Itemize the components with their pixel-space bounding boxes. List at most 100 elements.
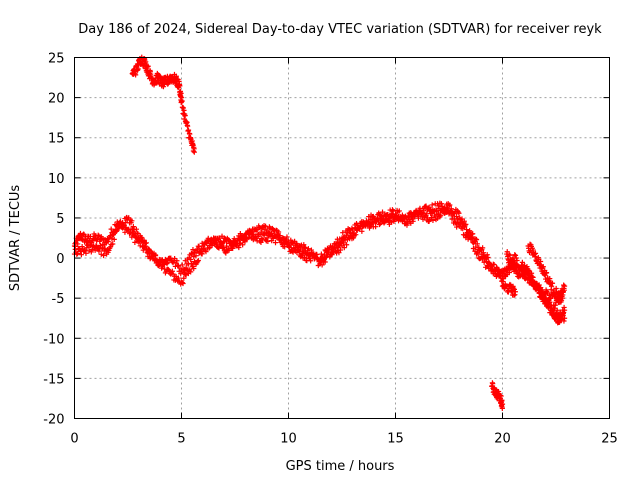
data-point	[247, 228, 253, 234]
data-point	[485, 254, 491, 261]
data-point	[409, 216, 415, 222]
data-point	[177, 83, 183, 89]
series-track-main-b	[71, 201, 568, 324]
data-point	[463, 221, 469, 227]
data-point	[561, 283, 568, 289]
data-point	[554, 307, 560, 313]
chart-title: Day 186 of 2024, Sidereal Day-to-day VTE…	[78, 22, 602, 37]
data-point	[188, 256, 194, 263]
data-point	[236, 244, 242, 251]
y-tick-label: -10	[43, 332, 64, 347]
data-point	[546, 300, 553, 306]
series-track-main-a	[71, 200, 566, 308]
data-point	[543, 296, 549, 302]
data-point	[514, 257, 520, 264]
x-tick-labels: 0 5 10 15 20 25	[70, 432, 617, 447]
y-tick-label: 20	[48, 92, 65, 107]
data-point	[505, 267, 511, 273]
data-point	[484, 252, 490, 258]
data-point	[284, 238, 290, 244]
data-point	[125, 227, 131, 233]
data-point	[223, 243, 230, 249]
plot-frame	[74, 57, 610, 419]
data-point	[299, 250, 305, 256]
data-point	[256, 231, 262, 238]
data-point	[396, 208, 402, 214]
y-tick-label: -15	[43, 372, 64, 387]
data-point	[474, 241, 480, 247]
data-point	[322, 259, 328, 265]
data-point	[198, 249, 204, 255]
data-point	[438, 201, 444, 207]
data-point	[242, 239, 248, 245]
data-point	[480, 245, 486, 251]
data-point	[286, 244, 292, 250]
data-point	[74, 250, 81, 257]
data-point	[504, 270, 510, 276]
y-tick-label: -20	[43, 413, 64, 428]
data-point	[545, 300, 552, 306]
data-point	[233, 241, 240, 247]
data-point	[159, 265, 165, 271]
data-point	[240, 242, 246, 248]
data-point	[237, 231, 243, 237]
y-tick-label: 0	[56, 252, 64, 267]
data-point	[220, 244, 227, 251]
data-point	[264, 227, 270, 233]
data-point	[272, 240, 279, 246]
x-tick-label: 20	[494, 432, 511, 447]
data-point	[428, 215, 435, 221]
data-point	[134, 230, 140, 236]
data-point	[376, 221, 383, 228]
data-point	[314, 255, 321, 261]
data-point	[185, 261, 191, 267]
y-axis-label: SDTVAR / TECUs	[8, 185, 23, 292]
data-point	[173, 73, 179, 79]
data-point	[188, 250, 195, 256]
data-point	[296, 249, 302, 255]
grid-lines	[74, 57, 610, 419]
data-point	[117, 220, 123, 226]
data-point	[470, 231, 476, 237]
data-point	[143, 240, 149, 246]
data-point	[110, 231, 117, 238]
data-point	[373, 224, 379, 230]
data-point	[341, 244, 347, 251]
data-point	[174, 258, 180, 264]
data-point	[437, 213, 444, 219]
data-point	[504, 249, 510, 255]
data-point	[461, 218, 467, 224]
data-point	[463, 226, 470, 233]
data-point	[492, 270, 498, 277]
data-point	[389, 212, 396, 218]
x-tick-label: 5	[177, 432, 185, 447]
data-point	[337, 247, 344, 253]
data-point	[552, 302, 558, 308]
data-point	[195, 257, 201, 264]
data-point	[179, 280, 185, 286]
data-point	[161, 261, 167, 268]
data-point	[277, 232, 283, 239]
data-point	[429, 202, 435, 208]
data-point	[126, 231, 133, 237]
data-point	[305, 246, 311, 252]
data-point	[454, 224, 460, 230]
data-point	[446, 203, 452, 209]
data-point	[129, 218, 135, 224]
data-point	[226, 247, 232, 253]
data-point	[308, 258, 314, 264]
data-point	[498, 393, 504, 399]
data-point	[179, 262, 185, 268]
data-point	[499, 405, 505, 412]
data-point	[145, 63, 151, 69]
data-point	[353, 232, 359, 238]
data-point	[490, 381, 496, 387]
x-tick-label: 25	[601, 432, 618, 447]
data-point	[512, 252, 519, 259]
data-point	[213, 240, 219, 246]
y-tick-labels: 25 20 15 10 5 0 -5 -10 -15 -20	[43, 52, 64, 428]
data-point	[107, 244, 114, 250]
data-point	[201, 245, 207, 252]
series-track-late-b	[525, 241, 568, 305]
data-point	[264, 235, 270, 241]
